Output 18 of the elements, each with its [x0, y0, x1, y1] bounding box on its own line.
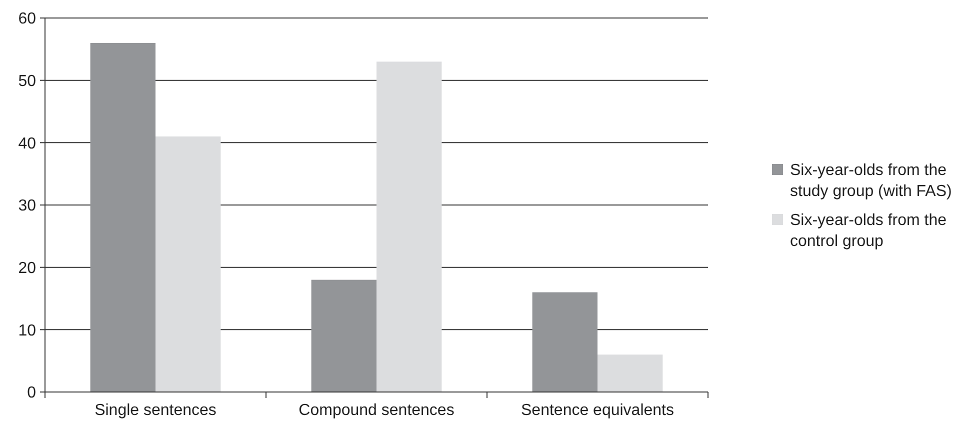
y-tick-label: 0: [27, 384, 36, 402]
legend-label: Six-year-olds from the study group (with FAS): [790, 162, 952, 200]
y-tick-label: 10: [18, 322, 36, 340]
bar: [311, 280, 376, 392]
y-tick-label: 50: [18, 72, 36, 90]
legend-label: Six-year-olds from the control group: [790, 212, 947, 250]
bar: [532, 292, 598, 392]
y-tick-label: 30: [18, 198, 36, 215]
x-tick-label: Compound sentences: [298, 402, 454, 419]
x-tick-label: Sentence equivalents: [521, 402, 674, 419]
y-tick-label: 60: [18, 10, 36, 28]
bar: [156, 136, 221, 392]
y-tick-label: 40: [18, 135, 36, 152]
y-tick-label: 20: [18, 260, 36, 277]
bar: [90, 42, 156, 392]
bar: [598, 354, 663, 392]
bar: [376, 62, 442, 392]
x-tick-label: Single sentences: [94, 402, 216, 419]
